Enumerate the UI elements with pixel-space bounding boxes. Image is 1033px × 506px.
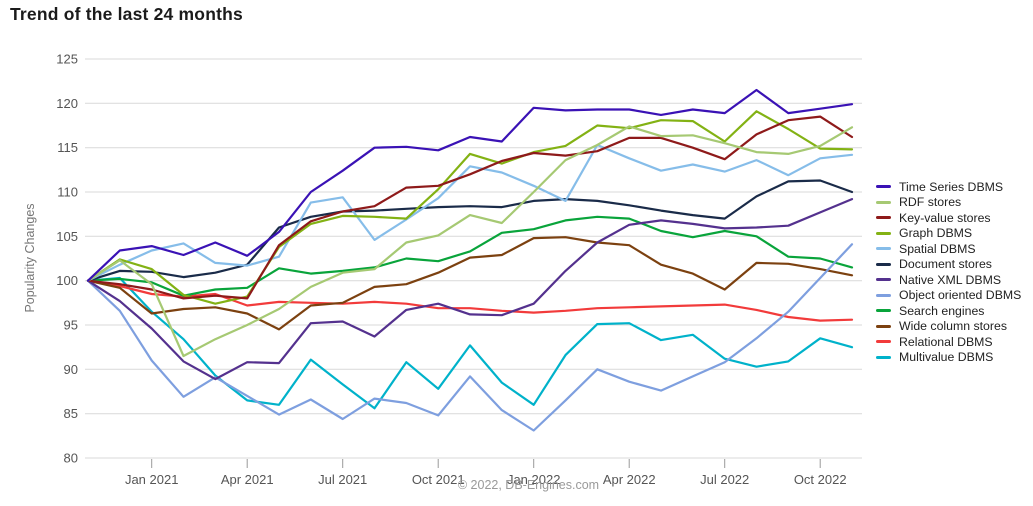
x-tick-label: Apr 2021 <box>221 472 274 487</box>
y-tick-label: 95 <box>64 318 78 333</box>
y-tick-label: 90 <box>64 362 78 377</box>
legend-item[interactable]: Wide column stores <box>876 319 1032 335</box>
legend-item[interactable]: Search engines <box>876 303 1032 319</box>
legend-label: Wide column stores <box>899 319 1007 334</box>
legend-label: Graph DBMS <box>899 226 973 241</box>
legend-label: RDF stores <box>899 195 962 210</box>
x-tick-label: Oct 2021 <box>412 472 465 487</box>
series-line-wide-column-stores[interactable] <box>86 236 854 331</box>
legend-label: Spatial DBMS <box>899 241 976 256</box>
series-line-document-stores[interactable] <box>86 179 854 282</box>
legend-label: Relational DBMS <box>899 334 993 349</box>
series-line-time-series-dbms[interactable] <box>86 88 854 282</box>
legend-item[interactable]: RDF stores <box>876 195 1032 211</box>
legend-swatch <box>876 278 891 282</box>
series-line-relational-dbms[interactable] <box>86 279 854 322</box>
legend-label: Multivalue DBMS <box>899 350 994 365</box>
y-tick-label: 105 <box>56 229 78 244</box>
legend-item[interactable]: Key-value stores <box>876 210 1032 226</box>
legend-swatch <box>876 293 891 297</box>
y-tick-label: 115 <box>57 140 78 155</box>
series-line-multivalue-dbms[interactable] <box>86 276 854 410</box>
y-tick-label: 110 <box>57 185 78 200</box>
legend-swatch <box>876 200 891 204</box>
legend-swatch <box>876 247 891 251</box>
legend-label: Native XML DBMS <box>899 272 1002 287</box>
legend-item[interactable]: Object oriented DBMS <box>876 288 1032 304</box>
x-tick-label: Oct 2022 <box>794 472 847 487</box>
legend-label: Object oriented DBMS <box>899 288 1022 303</box>
x-tick-label: Jul 2021 <box>318 472 367 487</box>
y-tick-label: 100 <box>56 273 78 288</box>
y-tick-label: 80 <box>64 451 78 466</box>
x-tick-label: Apr 2022 <box>603 472 656 487</box>
legend: Time Series DBMS RDF stores Key-value stor… <box>876 179 1032 365</box>
chart-title: Trend of the last 24 months <box>10 4 243 24</box>
series-line-rdf-stores[interactable] <box>86 125 854 358</box>
y-tick-label: 85 <box>64 406 78 421</box>
series-line-key-value-stores[interactable] <box>86 115 854 300</box>
legend-swatch <box>876 185 891 189</box>
legend-swatch <box>876 262 891 266</box>
y-tick-label: 125 <box>56 52 78 67</box>
legend-swatch <box>876 324 891 328</box>
legend-item[interactable]: Time Series DBMS <box>876 179 1032 195</box>
legend-swatch <box>876 216 891 220</box>
x-tick-label: Jul 2022 <box>700 472 749 487</box>
series-line-spatial-dbms[interactable] <box>86 143 854 282</box>
legend-item[interactable]: Multivalue DBMS <box>876 350 1032 366</box>
y-tick-label: 120 <box>56 96 78 111</box>
legend-swatch <box>876 340 891 344</box>
legend-item[interactable]: Document stores <box>876 257 1032 273</box>
legend-swatch <box>876 355 891 359</box>
legend-swatch <box>876 309 891 313</box>
copyright[interactable]: © 2022, DB-Engines.com <box>457 478 600 492</box>
legend-label: Document stores <box>899 257 992 272</box>
legend-label: Time Series DBMS <box>899 179 1004 194</box>
series-line-graph-dbms[interactable] <box>86 110 854 305</box>
x-tick-label: Jan 2021 <box>125 472 179 487</box>
series-line-native-xml-dbms[interactable] <box>86 198 854 381</box>
legend-item[interactable]: Relational DBMS <box>876 334 1032 350</box>
x-tick-label: Jan 2022 <box>507 472 561 487</box>
legend-item[interactable]: Graph DBMS <box>876 226 1032 242</box>
series-line-search-engines[interactable] <box>86 215 854 297</box>
legend-label: Search engines <box>899 303 985 318</box>
series-line-object-oriented-dbms[interactable] <box>86 243 854 432</box>
legend-item[interactable]: Spatial DBMS <box>876 241 1032 257</box>
y-axis-label: Popularity Changes <box>23 203 37 313</box>
legend-label: Key-value stores <box>899 210 991 225</box>
legend-swatch <box>876 231 891 235</box>
legend-item[interactable]: Native XML DBMS <box>876 272 1032 288</box>
